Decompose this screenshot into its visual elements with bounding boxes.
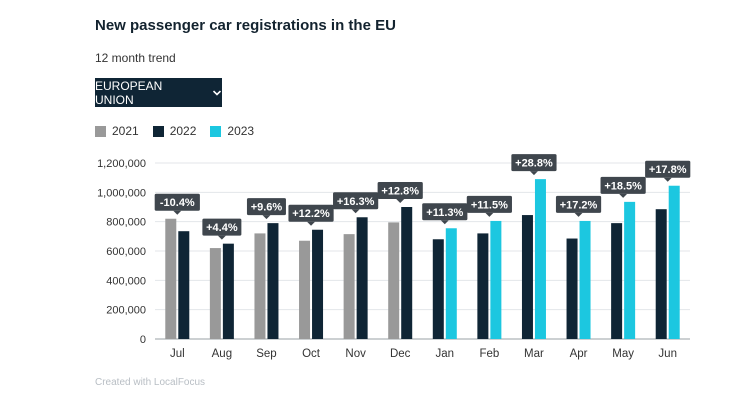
- change-label: +12.8%: [381, 186, 419, 198]
- legend-label-2023: 2023: [227, 124, 255, 138]
- change-label-box: [154, 193, 200, 211]
- change-label-pointer: [307, 221, 316, 226]
- y-tick-label: 0: [140, 334, 146, 346]
- change-label-box: [511, 154, 557, 172]
- change-label-pointer: [173, 210, 182, 215]
- bar-2023-may[interactable]: [624, 201, 636, 339]
- change-label-box: [645, 160, 691, 178]
- change-label: +16.3%: [337, 196, 375, 208]
- bar-2022-nov[interactable]: [356, 217, 368, 339]
- bar-2022-jan[interactable]: [432, 239, 444, 339]
- change-label: +4.4%: [206, 222, 238, 234]
- bar-2022-oct[interactable]: [312, 229, 324, 339]
- bar-2022-apr[interactable]: [566, 238, 578, 339]
- bar-2022-feb[interactable]: [477, 233, 489, 339]
- change-label: +17.2%: [560, 199, 598, 211]
- x-tick-label: Jun: [658, 348, 677, 360]
- legend-swatch-2023: [210, 125, 222, 137]
- legend-item-2021[interactable]: 2021: [95, 124, 139, 138]
- change-label-pointer: [529, 171, 538, 176]
- change-label-box: [555, 195, 602, 213]
- change-label-box: [333, 192, 379, 210]
- bar-2023-jan[interactable]: [445, 228, 457, 339]
- change-label: +18.5%: [604, 180, 642, 192]
- change-label-pointer: [396, 199, 405, 203]
- bar-2023-feb[interactable]: [490, 220, 502, 339]
- legend-item-2023[interactable]: 2023: [210, 124, 254, 138]
- change-label-box: [377, 182, 423, 199]
- change-label: +11.5%: [471, 199, 508, 211]
- x-tick-label: Aug: [212, 348, 232, 360]
- bar-2021-nov[interactable]: [343, 234, 355, 339]
- bar-2022-jul[interactable]: [178, 231, 190, 339]
- bar-2021-aug[interactable]: [209, 248, 221, 339]
- change-label-box: [600, 176, 646, 194]
- change-label-box: [288, 204, 334, 222]
- change-label-pointer: [351, 209, 360, 214]
- legend-swatch-2022: [152, 125, 164, 137]
- bar-2022-aug[interactable]: [222, 243, 234, 339]
- bar-2022-sep[interactable]: [267, 223, 279, 339]
- change-label-pointer: [663, 177, 672, 182]
- bar-2021-oct[interactable]: [299, 240, 311, 339]
- change-label-pointer: [485, 212, 494, 217]
- change-label-pointer: [440, 220, 449, 225]
- bar-2021-jul[interactable]: [165, 218, 177, 339]
- x-tick-label: Apr: [570, 348, 588, 360]
- chart-credit: Created with LocalFocus: [95, 377, 206, 388]
- y-tick-label: 400,000: [106, 275, 146, 287]
- region-dropdown-label: EUROPEAN UNION: [95, 78, 163, 107]
- change-label: +28.8%: [515, 158, 553, 170]
- x-tick-label: Dec: [390, 348, 411, 360]
- chart-title: New passenger car registrations in the E…: [95, 17, 396, 34]
- change-label-pointer: [217, 235, 226, 240]
- bar-2021-dec[interactable]: [388, 222, 400, 339]
- change-label-pointer: [619, 193, 628, 198]
- x-tick-label: Mar: [524, 348, 544, 360]
- change-label: +12.2%: [292, 208, 330, 220]
- chart-subtitle: 12 month trend: [95, 51, 176, 65]
- chart-legend: 2021 2022 2023: [95, 124, 254, 138]
- x-tick-label: Oct: [302, 348, 321, 360]
- bar-2022-dec[interactable]: [401, 207, 413, 339]
- y-tick-label: 1,000,000: [97, 187, 146, 199]
- bar-2022-jun[interactable]: [655, 209, 667, 339]
- change-label-box: [466, 195, 512, 213]
- x-tick-label: Feb: [479, 348, 499, 360]
- x-tick-label: May: [612, 348, 634, 360]
- change-label-box: [422, 203, 468, 221]
- bar-2022-may[interactable]: [611, 223, 623, 339]
- y-tick-label: 800,000: [106, 217, 146, 229]
- change-label-box: [246, 198, 286, 216]
- change-label: +11.3%: [426, 207, 463, 219]
- y-tick-label: 1,200,000: [97, 158, 146, 170]
- x-tick-label: Sep: [256, 348, 276, 360]
- change-label-pointer: [262, 215, 271, 220]
- region-dropdown[interactable]: EUROPEAN UNION: [95, 78, 222, 107]
- legend-swatch-2021: [95, 125, 106, 137]
- legend-label-2021: 2021: [112, 124, 139, 138]
- bar-2023-mar[interactable]: [534, 179, 546, 339]
- change-label: +17.8%: [649, 164, 687, 176]
- bar-2023-jun[interactable]: [668, 185, 680, 339]
- x-tick-label: Jul: [170, 348, 185, 360]
- x-tick-label: Nov: [345, 348, 366, 360]
- y-tick-label: 600,000: [106, 246, 146, 258]
- x-tick-label: Jan: [436, 348, 455, 360]
- bar-2021-sep[interactable]: [254, 233, 266, 339]
- change-label-pointer: [574, 212, 583, 217]
- change-label: -10.4%: [160, 197, 195, 209]
- bar-2023-apr[interactable]: [579, 220, 591, 339]
- change-label-box: [202, 218, 242, 236]
- legend-label-2022: 2022: [169, 124, 197, 138]
- y-tick-label: 200,000: [106, 305, 146, 317]
- bar-2022-mar[interactable]: [521, 215, 533, 339]
- legend-item-2022[interactable]: 2022: [152, 124, 197, 138]
- change-label: +9.6%: [251, 202, 283, 214]
- chevron-down-icon: [212, 89, 222, 96]
